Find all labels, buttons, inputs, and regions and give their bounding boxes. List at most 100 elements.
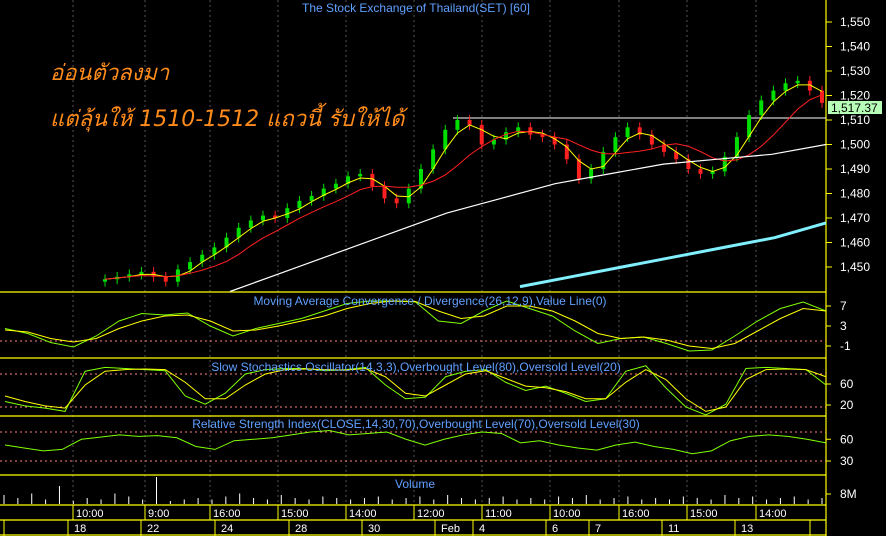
date-label: 11	[668, 523, 679, 535]
candle-body	[321, 188, 326, 196]
price-tick-label: 1,540	[840, 40, 870, 54]
annotation-line-2: แต่ลุ้นให้ 1510-1512 แถวนี้ รับให้ได้	[50, 102, 408, 132]
time-label: 15:00	[281, 508, 309, 520]
candle-body	[285, 208, 290, 218]
price-tick-label: 1,470	[840, 211, 870, 225]
rsi-label: Relative Strength Index(CLOSE,14,30,70),…	[192, 417, 640, 431]
date-label: 6	[552, 523, 558, 535]
candle-body	[576, 159, 581, 179]
macd-signal-line	[4, 300, 827, 350]
candle-body	[346, 176, 351, 184]
price-tick-label: 1,510	[840, 113, 870, 127]
candle-body	[807, 80, 812, 91]
time-label: 11:00	[485, 508, 512, 520]
candle-body	[188, 262, 193, 270]
candle-body	[431, 149, 436, 169]
candle-body	[771, 90, 776, 101]
ma-long-white-line	[229, 143, 827, 293]
candle-body	[212, 247, 217, 255]
price-tick-label: 1,500	[840, 138, 870, 152]
candle-body	[406, 188, 411, 204]
date-label: 22	[147, 523, 159, 535]
candle-body	[759, 100, 764, 116]
candle-body	[491, 139, 496, 145]
candle-body	[504, 132, 509, 140]
time-label: 10:00	[76, 508, 104, 520]
candle-body	[783, 83, 788, 91]
candle-body	[625, 127, 630, 138]
ma-long-cyan-line	[519, 221, 827, 289]
candle-body	[139, 271, 144, 275]
macd-tick-label: -1	[840, 339, 851, 353]
last-price-label: 1,517.37	[831, 101, 878, 115]
candle-body	[540, 134, 545, 138]
candle-body	[637, 127, 642, 135]
volume-tick-label: 8M	[840, 487, 857, 501]
time-label: 10:00	[553, 508, 581, 520]
candle-body	[236, 227, 241, 238]
candle-body	[722, 156, 727, 172]
candle-body	[820, 90, 824, 103]
ma-mid-line	[104, 94, 823, 280]
time-label: 9:00	[148, 508, 169, 520]
candle-body	[394, 198, 399, 204]
ma-fast-line	[104, 84, 823, 280]
candle-body	[200, 254, 205, 263]
candle-body	[333, 183, 338, 189]
price-tick-label: 1,480	[840, 187, 870, 201]
candle-body	[273, 215, 278, 218]
candle-body	[552, 137, 557, 145]
candle-body	[649, 134, 654, 145]
time-label: 14:00	[349, 508, 377, 520]
candle-body	[248, 220, 253, 228]
macd-label: Moving Average Convergence / Divergence(…	[253, 294, 606, 308]
candle-body	[516, 127, 521, 133]
candle-body	[674, 151, 679, 160]
candle-body	[601, 151, 606, 169]
stochastic-tick-label: 60	[840, 377, 854, 391]
time-label: 16:00	[213, 508, 241, 520]
candle-body	[224, 237, 229, 248]
price-tick-label: 1,460	[840, 236, 870, 250]
candle-body	[467, 120, 472, 125]
candle-body	[418, 169, 423, 189]
candle-body	[710, 171, 715, 174]
date-label: Feb	[441, 523, 460, 535]
chart-title: The Stock Exchange of Thailand(SET) [60]	[302, 1, 530, 15]
candle-body	[370, 173, 375, 187]
candle-body	[382, 186, 387, 199]
date-label: 13	[741, 523, 753, 535]
macd-tick-label: 3	[840, 319, 847, 333]
stochastic-tick-label: 20	[840, 398, 854, 412]
candle-body	[358, 173, 363, 177]
candle-body	[103, 279, 107, 282]
candle-body	[589, 169, 594, 179]
candle-body	[127, 274, 132, 277]
candle-body	[309, 195, 314, 201]
candle-body	[564, 144, 569, 160]
candle-body	[734, 137, 739, 157]
candle-body	[260, 215, 265, 221]
candle-body	[443, 129, 448, 150]
candle-body	[795, 80, 800, 84]
last-price-box	[828, 101, 882, 114]
candle-body	[747, 115, 752, 138]
date-label: 4	[479, 523, 485, 535]
date-label: 30	[368, 523, 380, 535]
price-tick-label: 1,530	[840, 64, 870, 78]
macd-tick-label: 7	[840, 299, 847, 313]
date-label: 7	[595, 523, 601, 535]
candle-body	[297, 200, 302, 209]
time-label: 16:00	[622, 508, 650, 520]
stochastic-d-line	[4, 367, 827, 412]
volume-label: Volume	[395, 477, 435, 491]
candle-body	[163, 276, 168, 282]
price-tick-label: 1,550	[840, 15, 870, 29]
time-label: 15:00	[690, 508, 718, 520]
annotation-line-1: อ่อนตัวลงมา	[50, 61, 170, 86]
date-label: 18	[74, 523, 86, 535]
price-tick-label: 1,450	[840, 260, 870, 274]
candle-body	[686, 159, 691, 169]
time-label: 12:00	[417, 508, 445, 520]
